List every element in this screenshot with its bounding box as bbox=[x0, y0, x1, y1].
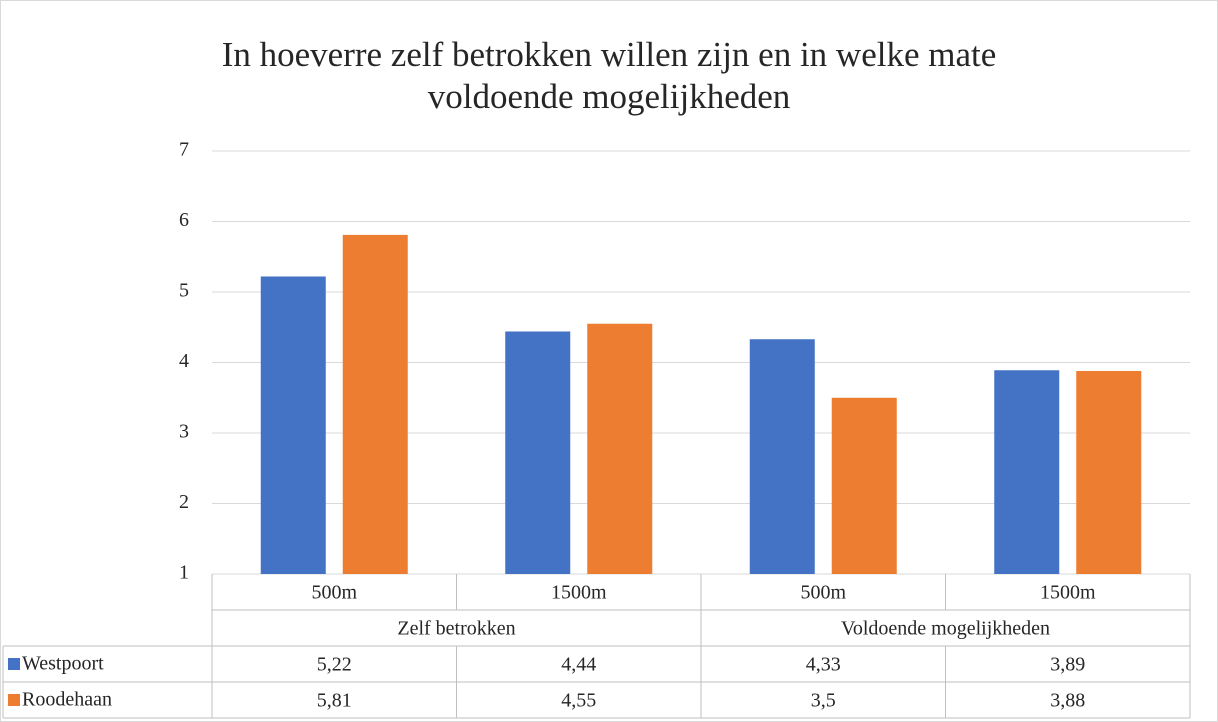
bar bbox=[749, 339, 815, 574]
legend-label: Westpoort bbox=[22, 653, 104, 675]
bar bbox=[831, 397, 897, 574]
table-value: 3,5 bbox=[811, 690, 836, 712]
bar bbox=[260, 276, 326, 574]
table-value: 5,22 bbox=[317, 654, 352, 676]
table-value: 4,55 bbox=[561, 690, 596, 712]
x-tick-label: 1500m bbox=[551, 582, 607, 604]
x-tick-label: 500m bbox=[311, 582, 357, 604]
y-tick-label: 7 bbox=[179, 139, 189, 161]
y-tick-label: 3 bbox=[179, 421, 189, 443]
y-tick-label: 2 bbox=[179, 491, 189, 513]
table-value: 5,81 bbox=[317, 690, 352, 712]
bar bbox=[342, 234, 408, 574]
x-tick-label: 1500m bbox=[1040, 582, 1096, 604]
table-value: 4,33 bbox=[806, 654, 841, 676]
legend-swatch bbox=[8, 694, 20, 706]
category-group-label: Voldoende mogelijkheden bbox=[841, 618, 1050, 640]
table-value: 4,44 bbox=[561, 654, 596, 676]
legend-label: Roodehaan bbox=[22, 689, 112, 711]
y-tick-label: 6 bbox=[179, 209, 189, 231]
y-tick-label: 4 bbox=[179, 350, 189, 372]
y-tick-label: 5 bbox=[179, 280, 189, 302]
x-tick-label: 500m bbox=[800, 582, 846, 604]
y-tick-label: 1 bbox=[179, 562, 189, 584]
bar bbox=[505, 331, 571, 574]
legend-swatch bbox=[8, 658, 20, 670]
bar bbox=[1076, 370, 1142, 574]
table-value: 3,88 bbox=[1050, 690, 1085, 712]
bar bbox=[994, 370, 1060, 574]
table-value: 3,89 bbox=[1050, 654, 1085, 676]
chart-title: In hoeverre zelf betrokken willen zijn e… bbox=[221, 35, 997, 116]
bar bbox=[587, 323, 653, 574]
category-group-label: Zelf betrokken bbox=[397, 618, 515, 640]
